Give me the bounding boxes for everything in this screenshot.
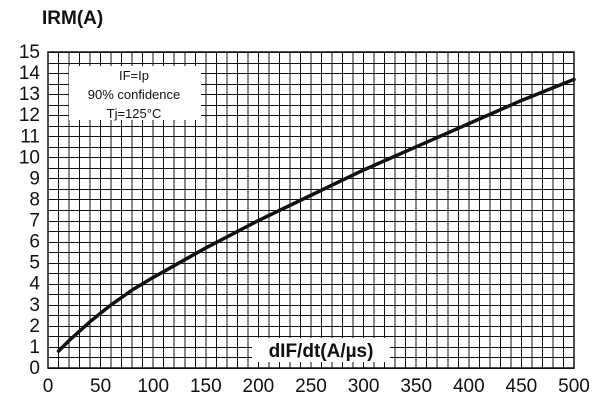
- x-axis-label-box: dIF/dt(A/µs): [252, 338, 390, 362]
- y-tick-4: 4: [29, 274, 40, 295]
- x-tick-7: 350: [400, 376, 432, 397]
- x-tick-3: 150: [190, 376, 222, 397]
- y-tick-15: 15: [19, 42, 40, 63]
- y-tick-12: 12: [19, 105, 40, 126]
- annotation-line-1: IF=Ip: [119, 68, 149, 83]
- x-tick-8: 400: [453, 376, 485, 397]
- x-axis-label: dIF/dt(A/µs): [269, 341, 374, 362]
- annotation-box: IF=Ip 90% confidence Tj=125°C: [69, 66, 201, 121]
- y-tick-5: 5: [29, 253, 40, 274]
- x-tick-10: 500: [558, 376, 590, 397]
- annotation-line-3: Tj=125°C: [107, 106, 162, 121]
- x-tick-4: 200: [243, 376, 275, 397]
- series-line-0: [56, 77, 576, 353]
- x-tick-5: 250: [295, 376, 327, 397]
- y-tick-14: 14: [19, 63, 41, 84]
- x-tick-1: 50: [90, 376, 111, 397]
- y-tick-11: 11: [20, 126, 40, 147]
- series-group: [56, 77, 576, 353]
- y-tick-6: 6: [29, 232, 40, 253]
- x-tick-2: 100: [137, 376, 169, 397]
- y-axis-label: IRM(A): [42, 8, 103, 29]
- x-tick-0: 0: [43, 376, 54, 397]
- annotation-line-2: 90% confidence: [88, 87, 181, 102]
- y-tick-7: 7: [29, 211, 40, 232]
- y-tick-3: 3: [29, 295, 40, 316]
- y-tick-9: 9: [29, 168, 40, 189]
- y-tick-0: 0: [29, 358, 40, 379]
- y-tick-10: 10: [19, 147, 40, 168]
- plot-frame: [47, 51, 575, 369]
- x-tick-labels: 0 50 100 150 200 250 300 350 400 450 500: [43, 376, 590, 397]
- y-tick-2: 2: [29, 316, 40, 337]
- y-tick-13: 13: [19, 84, 40, 105]
- y-tick-8: 8: [29, 189, 40, 210]
- x-tick-6: 300: [348, 376, 380, 397]
- x-tick-9: 450: [506, 376, 538, 397]
- y-tick-1: 1: [29, 337, 40, 358]
